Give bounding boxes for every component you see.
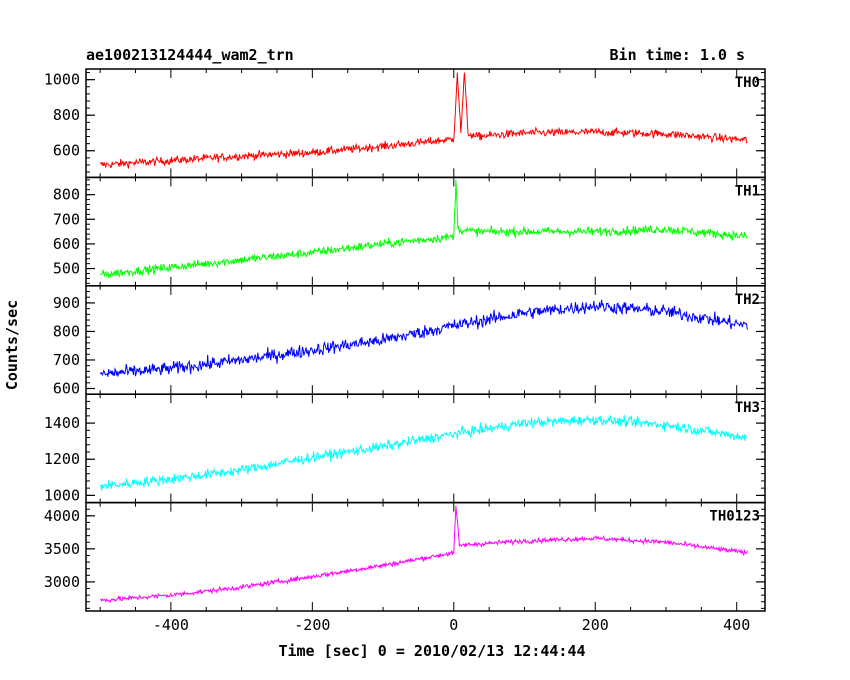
- y-tick-label: 4000: [44, 507, 80, 525]
- panel-th0: 600 800 1000 TH0: [44, 68, 766, 179]
- panel-th2: 600 700 800 900 TH2: [53, 285, 766, 397]
- panels-group: 600 800 1000 TH0 500 600 700 800 TH1 600 700 800 900…: [44, 68, 766, 634]
- x-tick-label: -200: [294, 616, 330, 634]
- series-line-th1: [100, 179, 748, 279]
- x-tick-label: 400: [723, 616, 750, 634]
- y-tick-label: 800: [53, 106, 80, 124]
- panel-label: TH0: [735, 75, 760, 91]
- panel-th0123: 3000 3500 4000 TH0123: [44, 501, 766, 612]
- panel-th3: 1000 1200 1400 TH3: [44, 393, 766, 504]
- panel-label: TH2: [735, 292, 760, 308]
- series-line-th0123: [99, 505, 748, 604]
- panel-label: TH3: [735, 400, 760, 416]
- x-tick-label: 200: [582, 616, 609, 634]
- y-tick-label: 700: [53, 210, 80, 228]
- chart-title: ae100213124444_wam2_trn: [86, 46, 294, 64]
- y-tick-label: 900: [53, 294, 80, 312]
- y-tick-label: 800: [53, 322, 80, 340]
- y-tick-label: 3000: [44, 573, 80, 591]
- x-tick-label: 0: [449, 616, 458, 634]
- y-tick-label: 500: [53, 260, 80, 278]
- panel-frame: [85, 501, 766, 612]
- y-tick-label: 1400: [44, 414, 80, 432]
- x-tick-label: -400: [153, 616, 189, 634]
- y-tick-label: 1200: [44, 450, 80, 468]
- y-axis-label: Counts/sec: [3, 300, 21, 390]
- y-tick-label: 1000: [44, 486, 80, 504]
- y-tick-label: 3500: [44, 540, 80, 558]
- series-line-th3: [99, 414, 748, 491]
- series-line-th2: [99, 299, 748, 377]
- y-tick-label: 1000: [44, 71, 80, 89]
- panel-frame: [85, 393, 766, 504]
- panel-label: TH1: [735, 183, 760, 199]
- y-tick-label: 600: [53, 142, 80, 160]
- x-axis-label: Time [sec] 0 = 2010/02/13 12:44:44: [278, 642, 585, 660]
- y-tick-label: 800: [53, 186, 80, 204]
- bin-time-label: Bin time: 1.0 s: [610, 46, 745, 64]
- y-tick-label: 700: [53, 351, 80, 369]
- panel-label: TH0123: [709, 509, 760, 525]
- y-tick-label: 600: [53, 379, 80, 397]
- panel-frame: [85, 285, 766, 395]
- y-tick-label: 600: [53, 235, 80, 253]
- panel-th1: 500 600 700 800 TH1: [53, 176, 766, 287]
- series-line-th0: [99, 72, 748, 169]
